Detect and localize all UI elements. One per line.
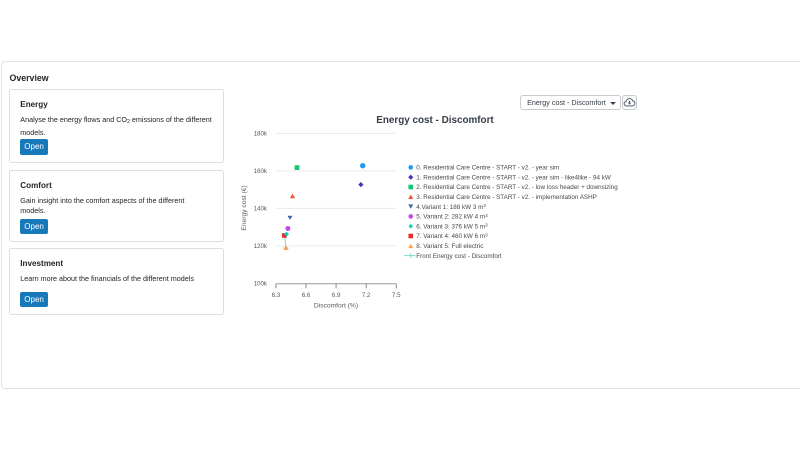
svg-text:6.9: 6.9 — [332, 292, 341, 299]
svg-text:180k: 180k — [254, 131, 268, 138]
svg-text:7.5: 7.5 — [392, 292, 401, 299]
svg-text:1. Residential Care Centre - S: 1. Residential Care Centre - START - v2.… — [416, 174, 611, 181]
svg-text:160k: 160k — [254, 168, 268, 175]
svg-text:Discomfort (%): Discomfort (%) — [314, 303, 358, 310]
svg-text:0. Residential Care Centre - S: 0. Residential Care Centre - START - v2.… — [416, 165, 559, 172]
svg-text:Front Energy cost - Discomfort: Front Energy cost - Discomfort — [416, 253, 502, 260]
svg-text:Energy cost - Discomfort: Energy cost - Discomfort — [376, 115, 494, 126]
svg-text:3. Residential Care Centre - S: 3. Residential Care Centre - START - v2.… — [416, 194, 597, 201]
svg-text:7.2: 7.2 — [362, 292, 371, 299]
svg-text:Energy cost (€): Energy cost (€) — [241, 185, 248, 230]
svg-text:5. Variant 2: 282 kW 4 m3: 5. Variant 2: 282 kW 4 m3 — [416, 213, 488, 221]
svg-text:6.6: 6.6 — [302, 292, 311, 299]
svg-text:4.Variant 1: 188 kW 3 m3: 4.Variant 1: 188 kW 3 m3 — [416, 203, 486, 211]
svg-text:6. Variant 3: 376 kW 5 m3: 6. Variant 3: 376 kW 5 m3 — [416, 223, 488, 231]
svg-text:7. Variant 4: 460 kW 6 m3: 7. Variant 4: 460 kW 6 m3 — [416, 232, 488, 240]
svg-text:140k: 140k — [254, 206, 268, 213]
svg-text:100k: 100k — [254, 281, 268, 288]
svg-text:2. Residential Care Centre - S: 2. Residential Care Centre - START - v2.… — [416, 184, 618, 191]
svg-text:120k: 120k — [254, 243, 268, 250]
svg-text:8. Variant 5: Full electric: 8. Variant 5: Full electric — [416, 243, 483, 250]
svg-text:6.3: 6.3 — [272, 292, 281, 299]
